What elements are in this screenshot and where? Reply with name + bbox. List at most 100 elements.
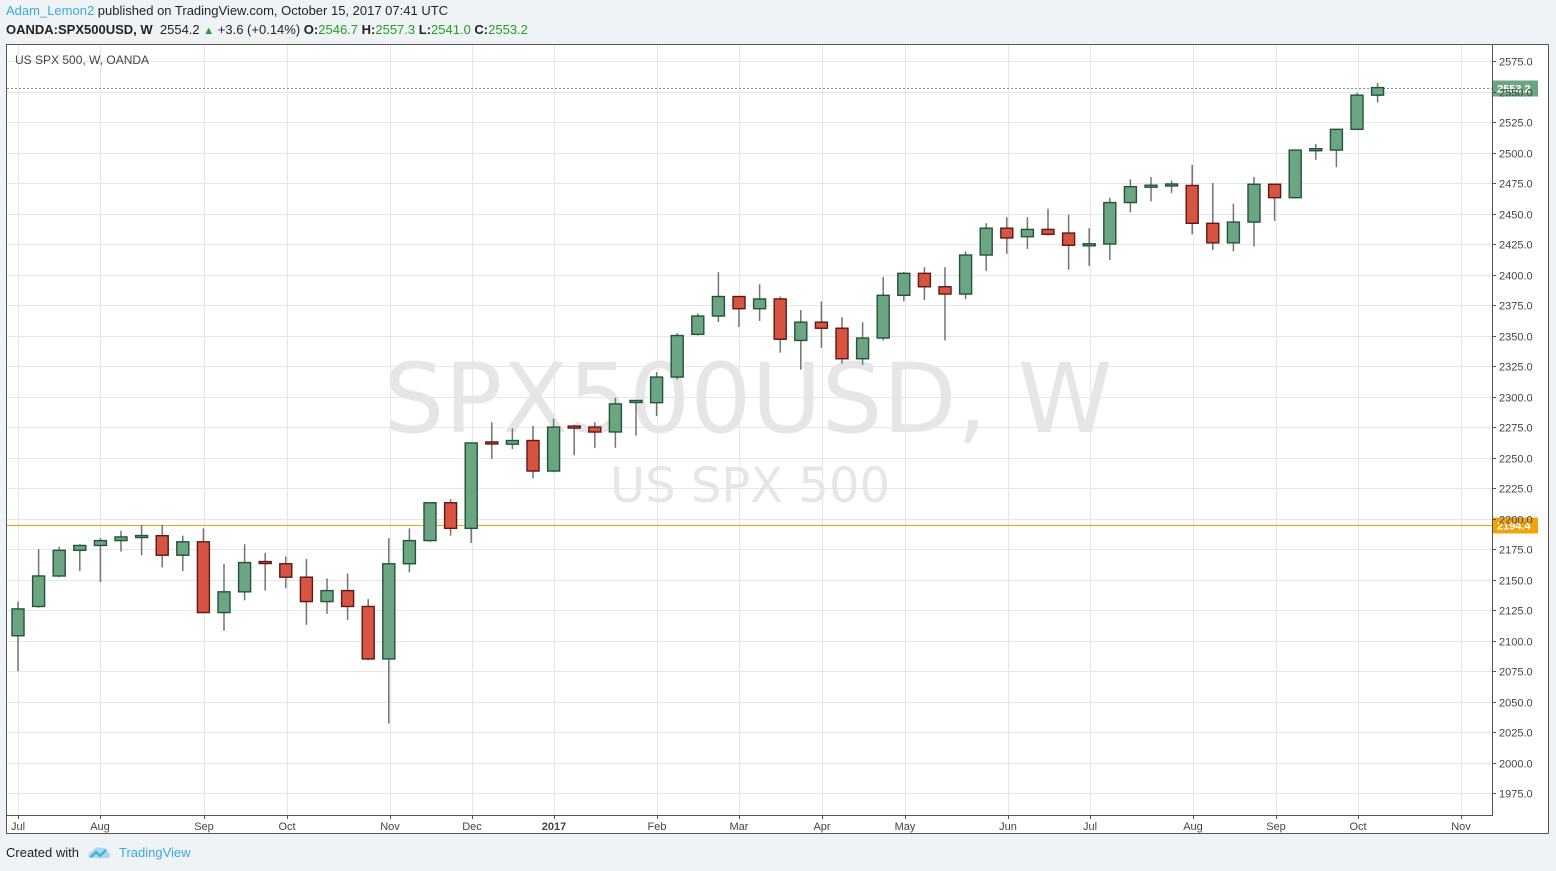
candle-body bbox=[114, 536, 128, 542]
candle-up bbox=[1123, 179, 1138, 213]
x-tick-label: Nov bbox=[380, 821, 400, 833]
candle-up bbox=[958, 251, 973, 299]
candle-body bbox=[917, 272, 932, 288]
candle-down bbox=[1185, 164, 1199, 235]
candle-body bbox=[958, 254, 973, 295]
candle-down bbox=[443, 499, 458, 536]
candle-body bbox=[876, 294, 890, 339]
horizontal-level-label-bg bbox=[1492, 517, 1538, 534]
y-tick-label: 2125.0 bbox=[1499, 606, 1533, 618]
candle-body bbox=[732, 295, 746, 310]
candle-up bbox=[423, 502, 437, 542]
candle-body bbox=[670, 334, 684, 378]
candle-body bbox=[1370, 86, 1385, 96]
y-tick-label: 2500.0 bbox=[1499, 149, 1533, 161]
candle-body bbox=[711, 295, 726, 317]
watermark-sub: US SPX 500 bbox=[610, 458, 890, 514]
candle-up bbox=[1164, 180, 1179, 193]
y-tick-label: 2375.0 bbox=[1499, 301, 1533, 313]
y-tick-label: 2400.0 bbox=[1499, 271, 1533, 283]
author-link[interactable]: Adam_Lemon2 bbox=[6, 3, 95, 18]
candle-body bbox=[1164, 183, 1179, 187]
candle-body bbox=[1206, 222, 1220, 244]
candle-up bbox=[505, 428, 520, 450]
close-value: 2553.2 bbox=[488, 22, 528, 37]
x-tick-label: Jun bbox=[999, 821, 1017, 833]
candle-body bbox=[93, 539, 108, 547]
open-value: 2546.7 bbox=[318, 22, 359, 37]
candle-down bbox=[938, 267, 952, 341]
candle-body bbox=[526, 439, 540, 472]
candle-body bbox=[402, 539, 417, 565]
tradingview-logo-icon[interactable] bbox=[87, 846, 111, 860]
x-tick-label: Jul bbox=[1083, 821, 1097, 833]
candle-up bbox=[1103, 197, 1117, 260]
candle-down bbox=[279, 556, 293, 589]
publish-info: Adam_Lemon2 published on TradingView.com… bbox=[6, 3, 448, 18]
candle-up bbox=[114, 530, 128, 552]
last-price: 2554.2 bbox=[159, 22, 200, 37]
candle-up bbox=[1247, 176, 1261, 247]
y-tick-label: 2175.0 bbox=[1499, 545, 1533, 557]
close-label: C: bbox=[474, 22, 489, 37]
y-tick-label: 2475.0 bbox=[1499, 179, 1533, 191]
candle-body bbox=[464, 442, 478, 530]
candle-up bbox=[1309, 143, 1323, 160]
candle-body bbox=[423, 502, 437, 542]
x-tick-label: Mar bbox=[730, 821, 749, 833]
candle-body bbox=[938, 286, 952, 295]
tradingview-link[interactable]: TradingView bbox=[118, 845, 191, 860]
candle-down bbox=[340, 573, 355, 620]
y-tick-label: 2150.0 bbox=[1499, 576, 1533, 588]
candle-body bbox=[546, 426, 561, 472]
candle-up bbox=[691, 313, 705, 336]
x-tick-label: Apr bbox=[813, 821, 830, 833]
x-tick-label: Aug bbox=[1183, 821, 1203, 833]
up-arrow-icon: ▲ bbox=[203, 25, 215, 37]
candle-up bbox=[1226, 203, 1241, 252]
candle-up bbox=[1329, 128, 1344, 168]
high-label: H: bbox=[361, 22, 376, 37]
candle-body bbox=[855, 337, 870, 360]
candle-up bbox=[1020, 217, 1035, 249]
candle-body bbox=[588, 426, 602, 433]
candle-up bbox=[876, 276, 890, 341]
candle-down bbox=[361, 599, 375, 661]
candle-up bbox=[382, 538, 396, 724]
candle-body bbox=[1082, 243, 1096, 247]
candle-up bbox=[320, 578, 334, 614]
candle-up bbox=[52, 546, 66, 578]
created-with-text: Created with bbox=[6, 845, 79, 860]
candle-body bbox=[237, 561, 252, 593]
candle-down bbox=[155, 524, 169, 568]
candle-body bbox=[1247, 183, 1261, 223]
candle-up bbox=[855, 322, 870, 365]
x-tick-label: Feb bbox=[648, 821, 667, 833]
candle-up bbox=[134, 524, 149, 556]
candle-up bbox=[1350, 92, 1364, 131]
candle-body bbox=[52, 549, 66, 577]
y-tick-label: 2225.0 bbox=[1499, 484, 1533, 496]
candle-body bbox=[1020, 228, 1035, 238]
candle-body bbox=[1000, 227, 1014, 239]
candle-up bbox=[464, 442, 478, 544]
candle-body bbox=[299, 576, 314, 603]
candle-body bbox=[773, 298, 787, 340]
candle-up bbox=[546, 418, 561, 473]
watermark: SPX500USD, W US SPX 500 bbox=[384, 343, 1113, 514]
candle-up bbox=[711, 272, 726, 323]
grid-lines bbox=[7, 45, 1492, 815]
candle-up bbox=[649, 372, 664, 417]
candle-up bbox=[93, 538, 108, 583]
candle-up bbox=[1082, 228, 1096, 267]
candle-up bbox=[979, 223, 993, 271]
candles bbox=[11, 82, 1385, 724]
candle-up bbox=[176, 535, 190, 572]
candle-up bbox=[402, 528, 417, 573]
x-tick-label: Aug bbox=[90, 821, 110, 833]
candle-up bbox=[752, 284, 767, 321]
candle-down bbox=[1206, 183, 1220, 251]
candle-body bbox=[752, 298, 767, 310]
candle-up bbox=[629, 399, 643, 436]
